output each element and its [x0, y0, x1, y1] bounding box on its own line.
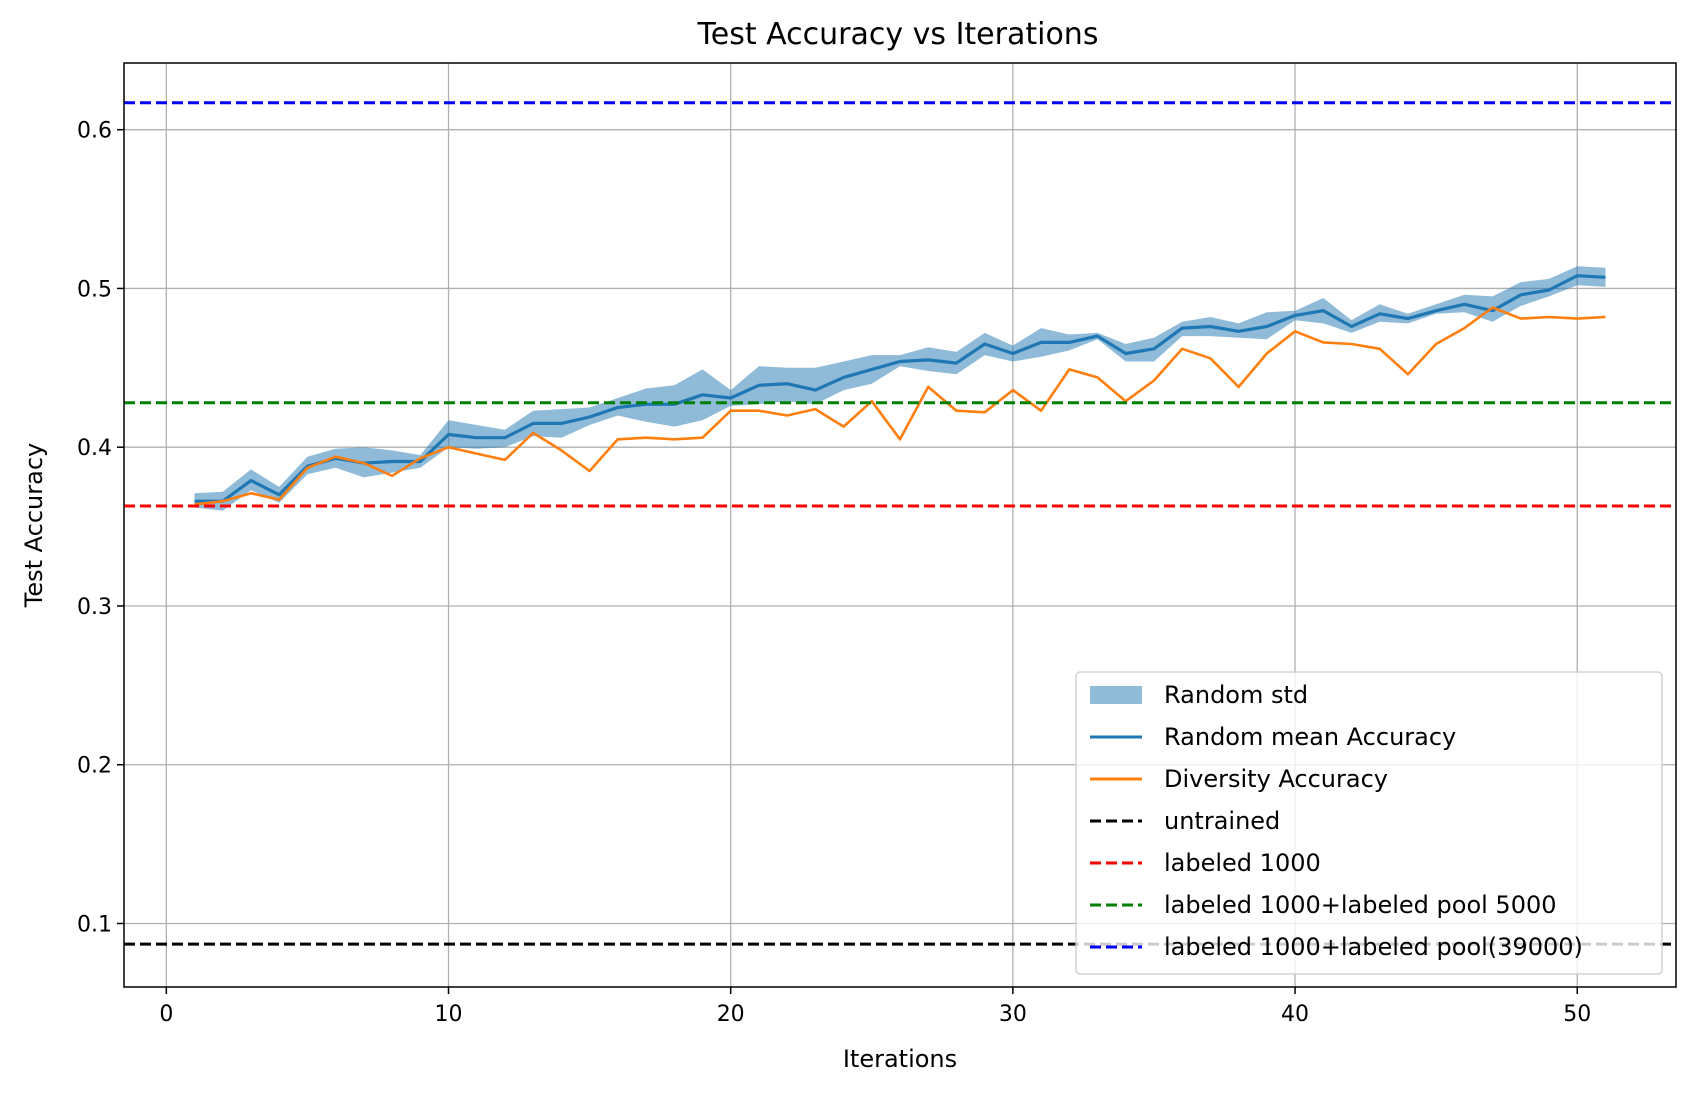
- plot-area: [124, 101, 1676, 946]
- x-axis-label: Iterations: [843, 1045, 957, 1073]
- legend-label: labeled 1000: [1164, 849, 1321, 877]
- legend-label: Random std: [1164, 681, 1308, 709]
- diversity-accuracy-line: [194, 306, 1606, 506]
- x-tick-label: 40: [1281, 1002, 1309, 1027]
- y-tick-label: 0.4: [77, 436, 112, 461]
- legend-label: untrained: [1164, 807, 1280, 835]
- legend-label: labeled 1000+labeled pool(39000): [1164, 933, 1583, 961]
- x-tick-label: 0: [159, 1002, 173, 1027]
- y-tick-label: 0.5: [77, 277, 112, 302]
- x-tick-label: 50: [1563, 1002, 1591, 1027]
- random-mean-accuracy-line: [194, 274, 1606, 503]
- legend: Random std Random mean Accuracy Diversity …: [1075, 671, 1663, 975]
- random-std-band: [194, 266, 1606, 511]
- legend-label: Diversity Accuracy: [1164, 765, 1388, 793]
- x-tick-label: 20: [717, 1002, 745, 1027]
- y-tick-label: 0.2: [77, 754, 112, 779]
- x-tick-label: 30: [999, 1002, 1027, 1027]
- legend-label: labeled 1000+labeled pool 5000: [1164, 891, 1557, 919]
- y-axis-label: Test Accuracy: [20, 443, 48, 608]
- legend-box: [1075, 671, 1663, 975]
- chart-title: Test Accuracy vs Iterations: [697, 17, 1099, 52]
- y-tick-label: 0.1: [77, 912, 112, 937]
- legend-swatch: [1090, 686, 1142, 704]
- axes-frame: [123, 62, 1677, 988]
- plot-content: [124, 101, 1676, 946]
- axis-ticks: 0 10 20 30 40 50 0.1 0.2 0.3 0.4 0.5 0.6: [77, 119, 1591, 1027]
- grid: [124, 63, 1676, 987]
- x-tick-label: 10: [435, 1002, 463, 1027]
- legend-label: Random mean Accuracy: [1164, 723, 1456, 751]
- y-tick-label: 0.6: [77, 119, 112, 144]
- y-tick-label: 0.3: [77, 595, 112, 620]
